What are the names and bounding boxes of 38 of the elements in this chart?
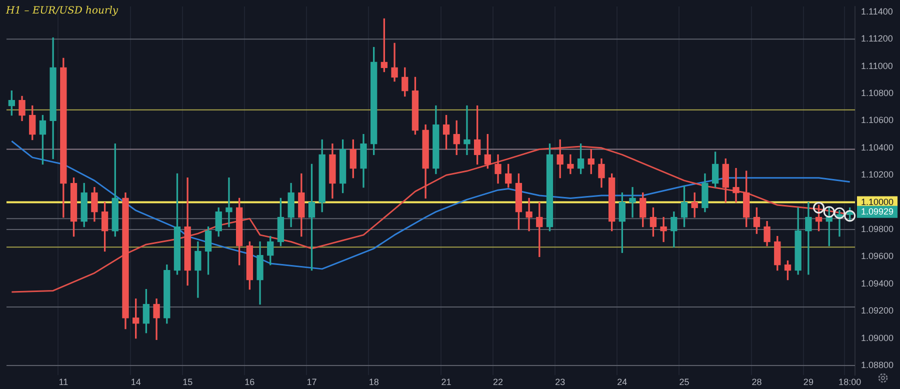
y-tick-label: 1.11400 bbox=[861, 6, 893, 16]
y-tick-label: 1.09000 bbox=[861, 332, 894, 343]
y-tick-label: 1.08800 bbox=[861, 360, 894, 370]
x-tick-label: 14 bbox=[130, 376, 141, 387]
x-tick-label: 15 bbox=[182, 376, 193, 387]
ref-line-label: 1.10000 bbox=[861, 196, 894, 207]
candlestick bbox=[526, 198, 532, 232]
x-tick-label: 11 bbox=[58, 376, 68, 387]
y-tick-label: 1.09400 bbox=[861, 278, 894, 288]
y-tick-label: 1.10200 bbox=[861, 170, 894, 180]
x-tick-label: 22 bbox=[493, 376, 504, 387]
x-tick-label: 21 bbox=[441, 376, 452, 387]
candlestick bbox=[805, 202, 812, 275]
x-tick-label: 23 bbox=[555, 376, 566, 387]
candlestick bbox=[629, 187, 636, 218]
y-tick-label: 1.10800 bbox=[861, 88, 894, 98]
candlestick bbox=[732, 168, 740, 203]
text: 1.09929 bbox=[861, 206, 894, 216]
y-tick-label: 1.11000 bbox=[861, 60, 893, 71]
y-tick-label: 1.09600 bbox=[861, 251, 894, 262]
y-tick-label: 1.11200 bbox=[861, 34, 893, 44]
y-tick-label: 1.09800 bbox=[861, 224, 894, 234]
candlestick bbox=[226, 178, 232, 228]
x-tick-label: 24 bbox=[617, 376, 628, 387]
x-tick-label: 29 bbox=[803, 376, 814, 387]
candlestick bbox=[567, 154, 574, 174]
chart-title: H1 – EUR/USD hourly bbox=[5, 6, 118, 17]
x-tick-label: 25 bbox=[679, 376, 690, 387]
x-tick-label: 18:00 bbox=[838, 376, 862, 387]
x-tick-label: 28 bbox=[752, 376, 762, 387]
y-tick-label: 1.10600 bbox=[861, 115, 894, 126]
y-tick-label: 1.09200 bbox=[861, 306, 894, 316]
x-tick-label: 16 bbox=[244, 376, 255, 387]
candlestick bbox=[464, 105, 470, 156]
x-tick-label: 17 bbox=[306, 376, 317, 387]
x-tick-label: 18 bbox=[368, 376, 379, 387]
y-tick-label: 1.10400 bbox=[861, 142, 894, 152]
candlestick bbox=[660, 216, 667, 242]
